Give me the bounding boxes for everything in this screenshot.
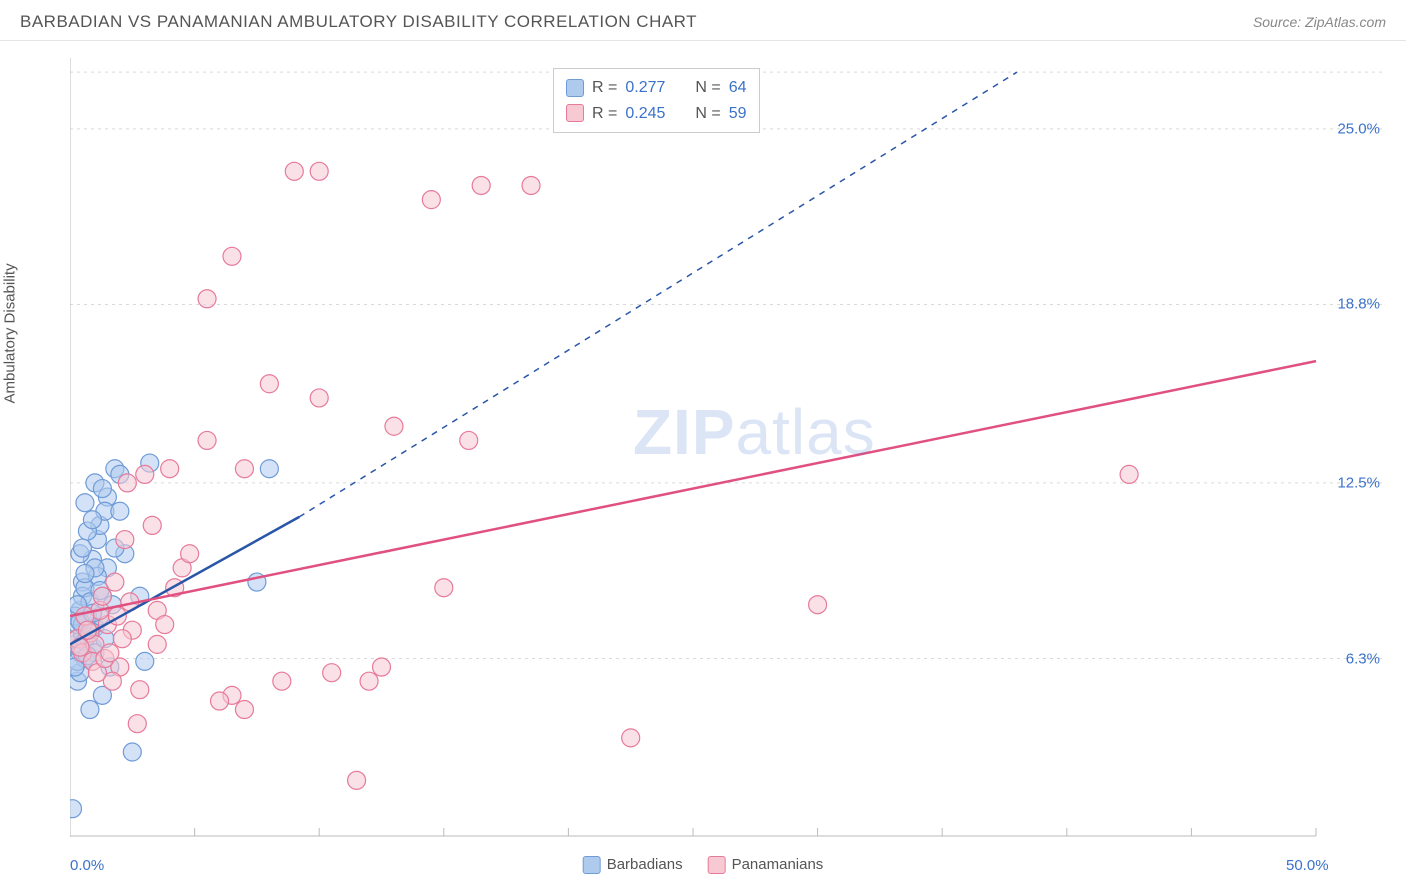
scatter-point xyxy=(310,162,328,180)
scatter-point xyxy=(148,635,166,653)
scatter-point xyxy=(223,247,241,265)
scatter-point xyxy=(106,573,124,591)
scatter-point xyxy=(373,658,391,676)
scatter-point xyxy=(76,565,94,583)
scatter-plot-svg xyxy=(70,58,1386,837)
trend-line xyxy=(70,361,1316,616)
stat-n-label: N = xyxy=(695,75,720,101)
legend-item: Panamanians xyxy=(708,856,824,874)
scatter-point xyxy=(285,162,303,180)
scatter-point xyxy=(522,176,540,194)
scatter-point xyxy=(83,511,101,529)
stat-n-value: 64 xyxy=(729,75,747,101)
scatter-point xyxy=(1120,465,1138,483)
scatter-point xyxy=(472,176,490,194)
scatter-point xyxy=(131,681,149,699)
stats-row: R = 0.277 N = 64 xyxy=(566,75,747,101)
scatter-point xyxy=(136,652,154,670)
scatter-point xyxy=(360,672,378,690)
legend-swatch xyxy=(566,104,584,122)
legend-swatch xyxy=(566,79,584,97)
stat-n-value: 59 xyxy=(729,101,747,127)
scatter-point xyxy=(323,664,341,682)
scatter-point xyxy=(111,502,129,520)
scatter-point xyxy=(460,431,478,449)
chart-source: Source: ZipAtlas.com xyxy=(1253,14,1386,30)
legend-swatch xyxy=(708,856,726,874)
scatter-point xyxy=(93,480,111,498)
scatter-point xyxy=(422,191,440,209)
scatter-point xyxy=(385,417,403,435)
scatter-point xyxy=(310,389,328,407)
trend-line-extrapolated xyxy=(299,72,1017,517)
stat-r-value: 0.277 xyxy=(625,75,665,101)
scatter-point xyxy=(198,431,216,449)
x-axis-min-label: 0.0% xyxy=(70,857,104,874)
scatter-point xyxy=(211,692,229,710)
legend-label: Panamanians xyxy=(732,856,824,873)
y-tick-label: 6.3% xyxy=(1346,650,1380,667)
scatter-point xyxy=(260,460,278,478)
scatter-point xyxy=(128,715,146,733)
scatter-point xyxy=(73,539,91,557)
y-tick-label: 12.5% xyxy=(1337,474,1380,491)
scatter-point xyxy=(273,672,291,690)
legend-item: Barbadians xyxy=(583,856,683,874)
stat-n-label: N = xyxy=(695,101,720,127)
chart-container: Ambulatory Disability ZIPatlas 6.3%12.5%… xyxy=(20,48,1386,882)
scatter-point xyxy=(118,474,136,492)
legend-swatch xyxy=(583,856,601,874)
y-tick-label: 25.0% xyxy=(1337,120,1380,137)
chart-header: BARBADIAN VS PANAMANIAN AMBULATORY DISAB… xyxy=(0,0,1406,41)
scatter-point xyxy=(235,460,253,478)
scatter-point xyxy=(348,771,366,789)
y-tick-label: 18.8% xyxy=(1337,296,1380,313)
chart-title: BARBADIAN VS PANAMANIAN AMBULATORY DISAB… xyxy=(20,12,697,32)
scatter-point xyxy=(101,644,119,662)
scatter-point xyxy=(116,531,134,549)
scatter-point xyxy=(181,545,199,563)
scatter-point xyxy=(161,460,179,478)
scatter-point xyxy=(123,743,141,761)
bottom-legend: Barbadians Panamanians xyxy=(583,856,824,874)
scatter-point xyxy=(435,579,453,597)
scatter-point xyxy=(136,465,154,483)
stat-r-label: R = xyxy=(592,75,617,101)
stat-r-value: 0.245 xyxy=(625,101,665,127)
y-axis-label: Ambulatory Disability xyxy=(2,263,19,403)
scatter-point xyxy=(622,729,640,747)
scatter-point xyxy=(70,800,81,818)
scatter-point xyxy=(260,375,278,393)
scatter-point xyxy=(81,701,99,719)
scatter-point xyxy=(235,701,253,719)
stats-row: R = 0.245 N = 59 xyxy=(566,101,747,127)
plot-area: ZIPatlas 6.3%12.5%18.8%25.0% R = 0.277N … xyxy=(70,58,1386,837)
scatter-point xyxy=(198,290,216,308)
scatter-point xyxy=(156,616,174,634)
scatter-point xyxy=(809,596,827,614)
x-axis-max-label: 50.0% xyxy=(1286,857,1329,874)
legend-label: Barbadians xyxy=(607,856,683,873)
scatter-point xyxy=(93,587,111,605)
scatter-point xyxy=(113,630,131,648)
scatter-point xyxy=(143,516,161,534)
stats-legend-box: R = 0.277 N = 64 R = 0.245 N = 59 xyxy=(553,68,760,133)
stat-r-label: R = xyxy=(592,101,617,127)
scatter-point xyxy=(76,494,94,512)
